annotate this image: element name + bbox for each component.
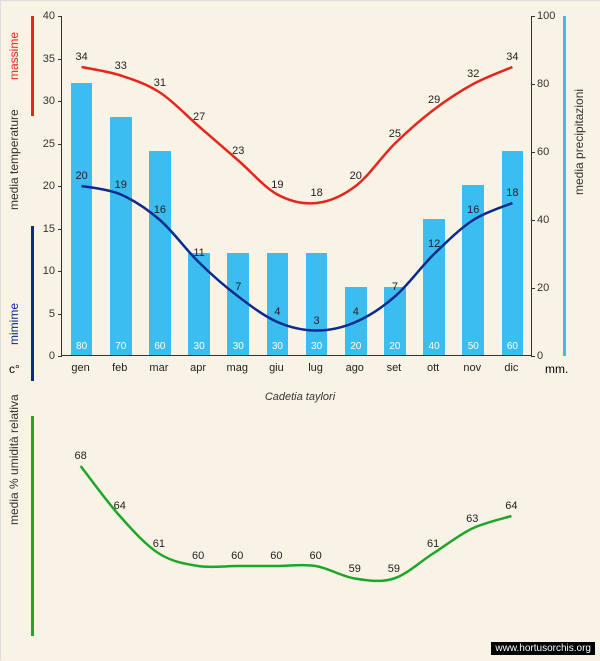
month-label: ott [427, 362, 439, 374]
min-temp-value: 11 [193, 247, 204, 259]
min-temp-value: 7 [392, 281, 398, 293]
left-tick: 15 [43, 223, 55, 235]
max-temp-value: 18 [310, 187, 322, 199]
min-temp-value: 20 [75, 170, 87, 182]
month-label: mar [149, 362, 168, 374]
min-temp-line [82, 186, 513, 331]
min-temp-value: 3 [314, 315, 320, 327]
month-label: nov [463, 362, 481, 374]
max-temp-line [82, 67, 513, 203]
month-label: set [387, 362, 402, 374]
humidity-value: 61 [427, 538, 439, 550]
humidity-value: 60 [192, 550, 204, 562]
bottom-plot: 68 64 61 60 60 60 60 59 59 61 63 64 [61, 416, 531, 616]
left-unit-label: c° [9, 362, 20, 376]
humidity-value: 63 [466, 513, 478, 525]
max-temp-value: 29 [428, 94, 440, 106]
max-temp-value: 31 [154, 77, 166, 89]
min-temp-value: 4 [353, 306, 359, 318]
humidity-line [81, 466, 512, 581]
max-temp-value: 23 [232, 145, 244, 157]
footer-credit: www.hortusorchis.org [491, 642, 595, 655]
max-temp-value: 32 [467, 68, 479, 80]
left-tick: 30 [43, 95, 55, 107]
max-temp-value: 34 [75, 51, 87, 63]
right-tick: 40 [537, 214, 549, 226]
month-label: gen [71, 362, 89, 374]
temperature-lines [62, 16, 531, 355]
left-tick: 25 [43, 138, 55, 150]
humidity-value: 59 [388, 563, 400, 575]
right-axis-label: media precipitazioni [572, 175, 586, 195]
axis-color-bar [563, 16, 566, 356]
humidity-value: 68 [74, 450, 86, 462]
min-temp-value: 4 [274, 306, 280, 318]
min-temp-value: 16 [154, 204, 166, 216]
right-tick: 0 [537, 350, 543, 362]
min-temp-value: 12 [428, 238, 440, 250]
max-temp-value: 25 [389, 128, 401, 140]
left-tick: 0 [49, 350, 55, 362]
month-label: dic [504, 362, 518, 374]
right-tick: 60 [537, 146, 549, 158]
month-label: apr [190, 362, 206, 374]
min-temp-value: 16 [467, 204, 479, 216]
min-temp-value: 18 [506, 187, 518, 199]
right-tick: 100 [537, 10, 555, 22]
max-temp-value: 19 [271, 179, 283, 191]
right-tick: 20 [537, 282, 549, 294]
left-axis-label: mimime [7, 325, 21, 345]
max-temp-value: 34 [506, 51, 518, 63]
species-name: Cadetia taylori [1, 391, 599, 403]
humidity-value: 60 [231, 550, 243, 562]
max-temp-value: 27 [193, 111, 205, 123]
left-axis-label: massime [7, 60, 21, 80]
humidity-value: 59 [349, 563, 361, 575]
right-tick: 80 [537, 78, 549, 90]
month-label: feb [112, 362, 127, 374]
left-tick: 20 [43, 180, 55, 192]
left-tick: 10 [43, 265, 55, 277]
humidity-line-svg [61, 416, 531, 616]
humidity-value: 60 [309, 550, 321, 562]
min-temp-value: 19 [115, 179, 127, 191]
left-axis-label: media temperature [7, 190, 21, 210]
bottom-chart: 68 64 61 60 60 60 60 59 59 61 63 64 media % umidità… [1, 406, 600, 661]
right-unit-label: mm. [545, 362, 568, 376]
humidity-value: 64 [505, 500, 517, 512]
axis-color-bar [31, 16, 34, 116]
axis-color-bar [31, 226, 34, 381]
left-tick: 40 [43, 10, 55, 22]
humidity-value: 60 [270, 550, 282, 562]
month-label: ago [346, 362, 364, 374]
left-tick: 35 [43, 53, 55, 65]
top-chart: 8070603030303020204050603433312723191820… [1, 1, 600, 406]
humidity-value: 61 [153, 538, 165, 550]
axis-color-bar [31, 416, 34, 636]
month-label: giu [269, 362, 284, 374]
month-label: lug [308, 362, 323, 374]
max-temp-value: 33 [115, 60, 127, 72]
top-plot: 8070603030303020204050603433312723191820… [61, 16, 531, 356]
month-label: mag [227, 362, 248, 374]
left-tick: 5 [49, 308, 55, 320]
humidity-value: 64 [114, 500, 126, 512]
humidity-axis-label: media % umidità relativa [7, 505, 21, 525]
min-temp-value: 7 [235, 281, 241, 293]
max-temp-value: 20 [350, 170, 362, 182]
